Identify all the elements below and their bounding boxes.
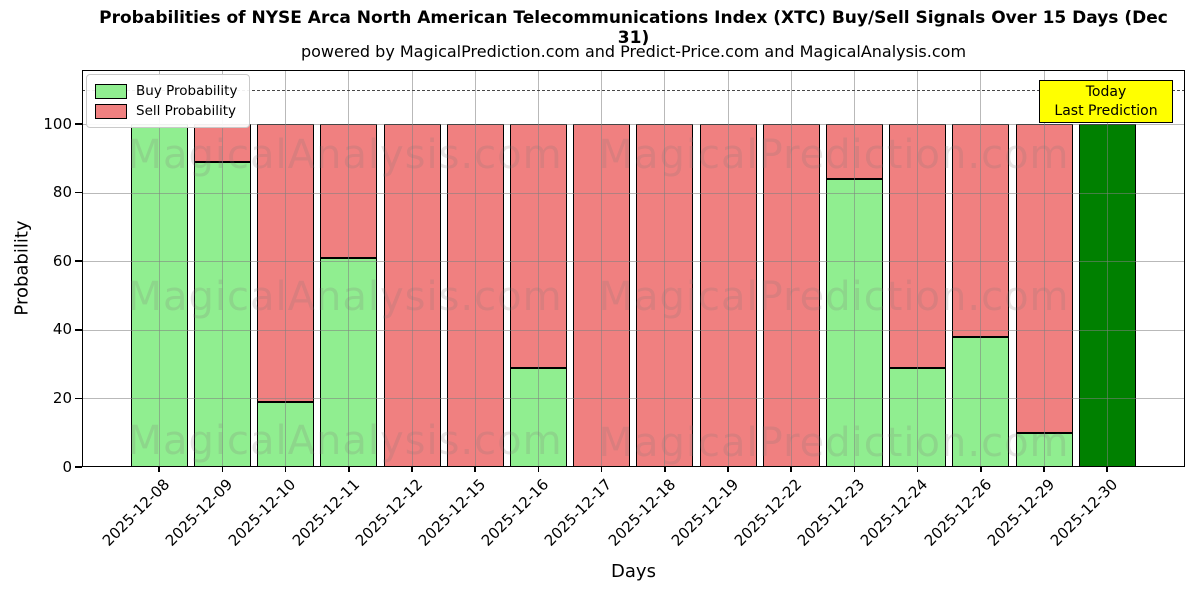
x-tick-label: 2025-12-29 xyxy=(983,475,1059,550)
v-gridline xyxy=(474,70,476,467)
x-tick xyxy=(411,467,413,472)
h-gridline xyxy=(82,261,1185,263)
x-tick-label: 2025-12-19 xyxy=(667,475,743,550)
x-tick xyxy=(664,467,666,472)
h-gridline xyxy=(82,398,1185,400)
x-tick xyxy=(348,467,350,472)
today-annotation-box: Today Last Prediction xyxy=(1039,80,1173,123)
watermark-text: MagicalPrediction.com xyxy=(598,132,1070,178)
x-tick-label: 2025-12-24 xyxy=(857,475,932,550)
h-gridline xyxy=(82,192,1185,194)
v-gridline xyxy=(221,70,223,467)
x-tick-label: 2025-12-11 xyxy=(288,475,363,550)
y-tick-label: 0 xyxy=(62,457,72,476)
x-axis-label: Days xyxy=(611,561,656,582)
x-tick-label: 2025-12-30 xyxy=(1046,475,1122,550)
legend-item-buy: Buy Probability xyxy=(95,81,237,101)
x-tick-label: 2025-12-16 xyxy=(478,475,553,550)
x-tick-label: 2025-12-22 xyxy=(730,475,806,550)
threshold-dashed-line xyxy=(82,89,1185,91)
x-tick xyxy=(727,467,729,472)
v-gridline xyxy=(980,70,982,467)
watermark-text: MagicalAnalysis.com xyxy=(127,418,563,464)
x-tick xyxy=(600,467,603,472)
watermark-text: MagicalPrediction.com xyxy=(598,274,1070,320)
watermark-text: MagicalAnalysis.com xyxy=(127,132,563,178)
legend-label-buy: Buy Probability xyxy=(136,83,238,99)
x-tick xyxy=(158,467,160,472)
x-tick-label: 2025-12-10 xyxy=(225,475,300,550)
v-gridline xyxy=(411,70,413,467)
x-tick xyxy=(284,467,287,472)
today-annotation-line2: Last Prediction xyxy=(1054,102,1158,119)
x-tick-label: 2025-12-15 xyxy=(414,475,490,550)
y-tick xyxy=(75,123,82,125)
y-tick xyxy=(75,191,82,194)
plot-area: Buy Probability Sell Probability Today L… xyxy=(82,70,1185,472)
watermark-text: MagicalAnalysis.com xyxy=(127,274,563,320)
x-tick xyxy=(221,467,224,472)
x-tick xyxy=(980,467,982,472)
v-gridline xyxy=(158,70,160,467)
y-tick xyxy=(75,397,82,400)
chart-title: Probabilities of NYSE Arca North America… xyxy=(99,8,1168,48)
x-tick-label: 2025-12-26 xyxy=(920,475,995,550)
v-gridline xyxy=(601,70,603,467)
y-tick-label: 60 xyxy=(52,251,72,270)
x-tick xyxy=(537,467,540,472)
sell-probability-swatch xyxy=(95,103,127,119)
y-tick xyxy=(75,260,82,262)
y-tick-label: 80 xyxy=(52,183,72,202)
x-tick xyxy=(916,467,919,472)
v-gridline xyxy=(853,70,855,467)
x-tick xyxy=(790,467,792,472)
x-tick-label: 2025-12-17 xyxy=(541,475,616,550)
v-gridline xyxy=(1106,70,1108,467)
x-tick xyxy=(474,467,476,472)
chart-subtitle: powered by MagicalPrediction.com and Pre… xyxy=(300,42,967,61)
v-gridline xyxy=(285,70,287,467)
legend: Buy Probability Sell Probability xyxy=(86,74,251,128)
y-tick-label: 40 xyxy=(52,320,72,339)
x-tick-label: 2025-12-23 xyxy=(794,475,869,550)
watermark-text: MagicalPrediction.com xyxy=(598,420,1070,466)
v-gridline xyxy=(664,70,666,467)
x-tick-label: 2025-12-18 xyxy=(604,475,679,550)
v-gridline xyxy=(917,70,919,467)
v-gridline xyxy=(348,70,350,467)
x-tick-label: 2025-12-08 xyxy=(98,475,174,550)
v-gridline xyxy=(1043,70,1045,467)
y-tick-label: 100 xyxy=(43,114,72,133)
x-tick xyxy=(853,467,856,472)
buy-probability-swatch xyxy=(95,83,127,99)
x-tick-label: 2025-12-09 xyxy=(162,475,237,550)
y-tick xyxy=(75,329,82,331)
legend-item-sell: Sell Probability xyxy=(95,101,237,121)
x-tick-label: 2025-12-12 xyxy=(351,475,427,550)
v-gridline xyxy=(790,70,792,467)
x-tick xyxy=(1106,467,1108,472)
y-tick-label: 20 xyxy=(52,388,72,407)
v-gridline xyxy=(537,70,539,467)
h-gridline xyxy=(82,329,1185,331)
legend-label-sell: Sell Probability xyxy=(136,103,237,119)
h-gridline xyxy=(82,124,1185,125)
x-tick xyxy=(1043,467,1045,472)
v-gridline xyxy=(727,70,729,467)
today-annotation-line1: Today xyxy=(1085,83,1127,100)
y-tick xyxy=(75,466,82,468)
